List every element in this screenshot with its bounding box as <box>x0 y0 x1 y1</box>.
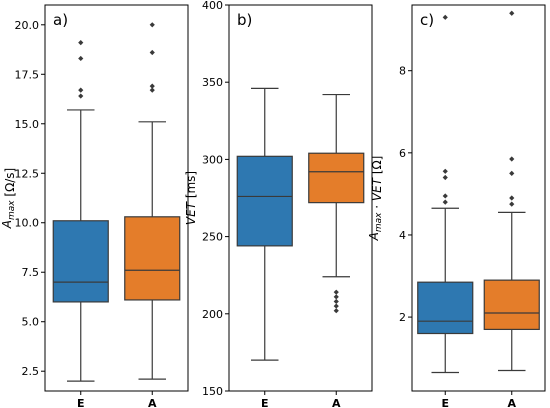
panel-label: c) <box>420 11 434 29</box>
outlier-point <box>442 193 448 199</box>
y-tick-label: 2.5 <box>22 365 40 378</box>
y-axis-label: Amax · VET [Ω] <box>367 156 384 242</box>
y-axis-label: VET [ms] <box>184 171 198 225</box>
outlier-point <box>509 10 515 16</box>
y-tick-label: 12.5 <box>15 167 40 180</box>
outlier-point <box>509 201 515 207</box>
y-axis-label: Amax [Ω/s] <box>0 168 17 229</box>
outlier-point <box>333 294 339 300</box>
outlier-point <box>149 87 155 93</box>
x-tick-label-E: E <box>261 397 269 408</box>
outlier-point <box>333 303 339 309</box>
x-tick-label-A: A <box>332 397 341 408</box>
outlier-point <box>78 55 84 62</box>
box-A <box>483 10 540 372</box>
x-tick-label-E: E <box>441 397 449 408</box>
y-tick-label: 5.0 <box>22 316 40 329</box>
plot-frame <box>44 4 189 392</box>
y-tick-label: 400 <box>202 0 223 12</box>
y-tick-label: 15.0 <box>15 118 40 131</box>
box-E <box>236 87 293 361</box>
box-A <box>308 93 365 314</box>
outlier-point <box>78 40 84 46</box>
outlier-point <box>333 298 339 305</box>
y-tick-label: 10.0 <box>15 217 40 230</box>
y-tick-label: 17.5 <box>15 68 40 81</box>
outlier-point <box>442 199 448 205</box>
y-tick-label: 6 <box>399 147 406 160</box>
y-tick-label: 20.0 <box>15 19 40 32</box>
panel-1: a) 2.5 5.0 7.5 10.0 12.5 15.0 17.5 20.0 E A Amax [Ω… <box>0 4 189 408</box>
x-tick-label-E: E <box>77 397 85 408</box>
outlier-point <box>509 195 515 201</box>
plot-frame <box>411 4 546 392</box>
outlier-point <box>509 156 515 162</box>
box-E <box>52 40 109 382</box>
box-E <box>417 14 474 374</box>
box-iqr <box>124 216 181 301</box>
plot-frame <box>228 4 373 392</box>
y-tick-label: 8 <box>399 65 406 78</box>
outlier-point <box>442 14 448 20</box>
y-tick-label: 7.5 <box>22 266 40 279</box>
x-tick-label-A: A <box>507 397 516 408</box>
outlier-point <box>149 83 155 89</box>
panel-label: a) <box>53 11 68 29</box>
outlier-point <box>509 170 515 176</box>
panel-3: c) 2 4 6 8 E A Amax · VET [Ω] <box>367 4 546 408</box>
outlier-point <box>149 22 155 28</box>
box-iqr <box>52 220 109 303</box>
outlier-point <box>333 289 339 295</box>
outlier-point <box>442 174 448 181</box>
y-tick-label: 200 <box>202 308 223 321</box>
y-tick-label: 150 <box>202 385 223 398</box>
box-A <box>124 22 181 380</box>
outlier-point <box>78 93 84 99</box>
outlier-point <box>442 168 448 174</box>
box-iqr <box>236 155 293 247</box>
box-iqr <box>308 152 365 204</box>
y-tick-label: 350 <box>202 76 223 89</box>
y-tick-label: 4 <box>399 229 406 242</box>
y-tick-label: 2 <box>399 311 406 324</box>
outlier-point <box>149 49 155 56</box>
box-iqr <box>417 281 474 335</box>
y-tick-label: 300 <box>202 153 223 166</box>
outlier-point <box>333 308 339 314</box>
y-tick-label: 250 <box>202 231 223 244</box>
box-iqr <box>483 279 540 331</box>
outlier-point <box>78 87 84 93</box>
panel-label: b) <box>237 11 252 29</box>
panel-2: b) 150 200 250 300 350 400 E A VET [ms] <box>184 0 373 408</box>
x-tick-label-A: A <box>148 397 157 408</box>
